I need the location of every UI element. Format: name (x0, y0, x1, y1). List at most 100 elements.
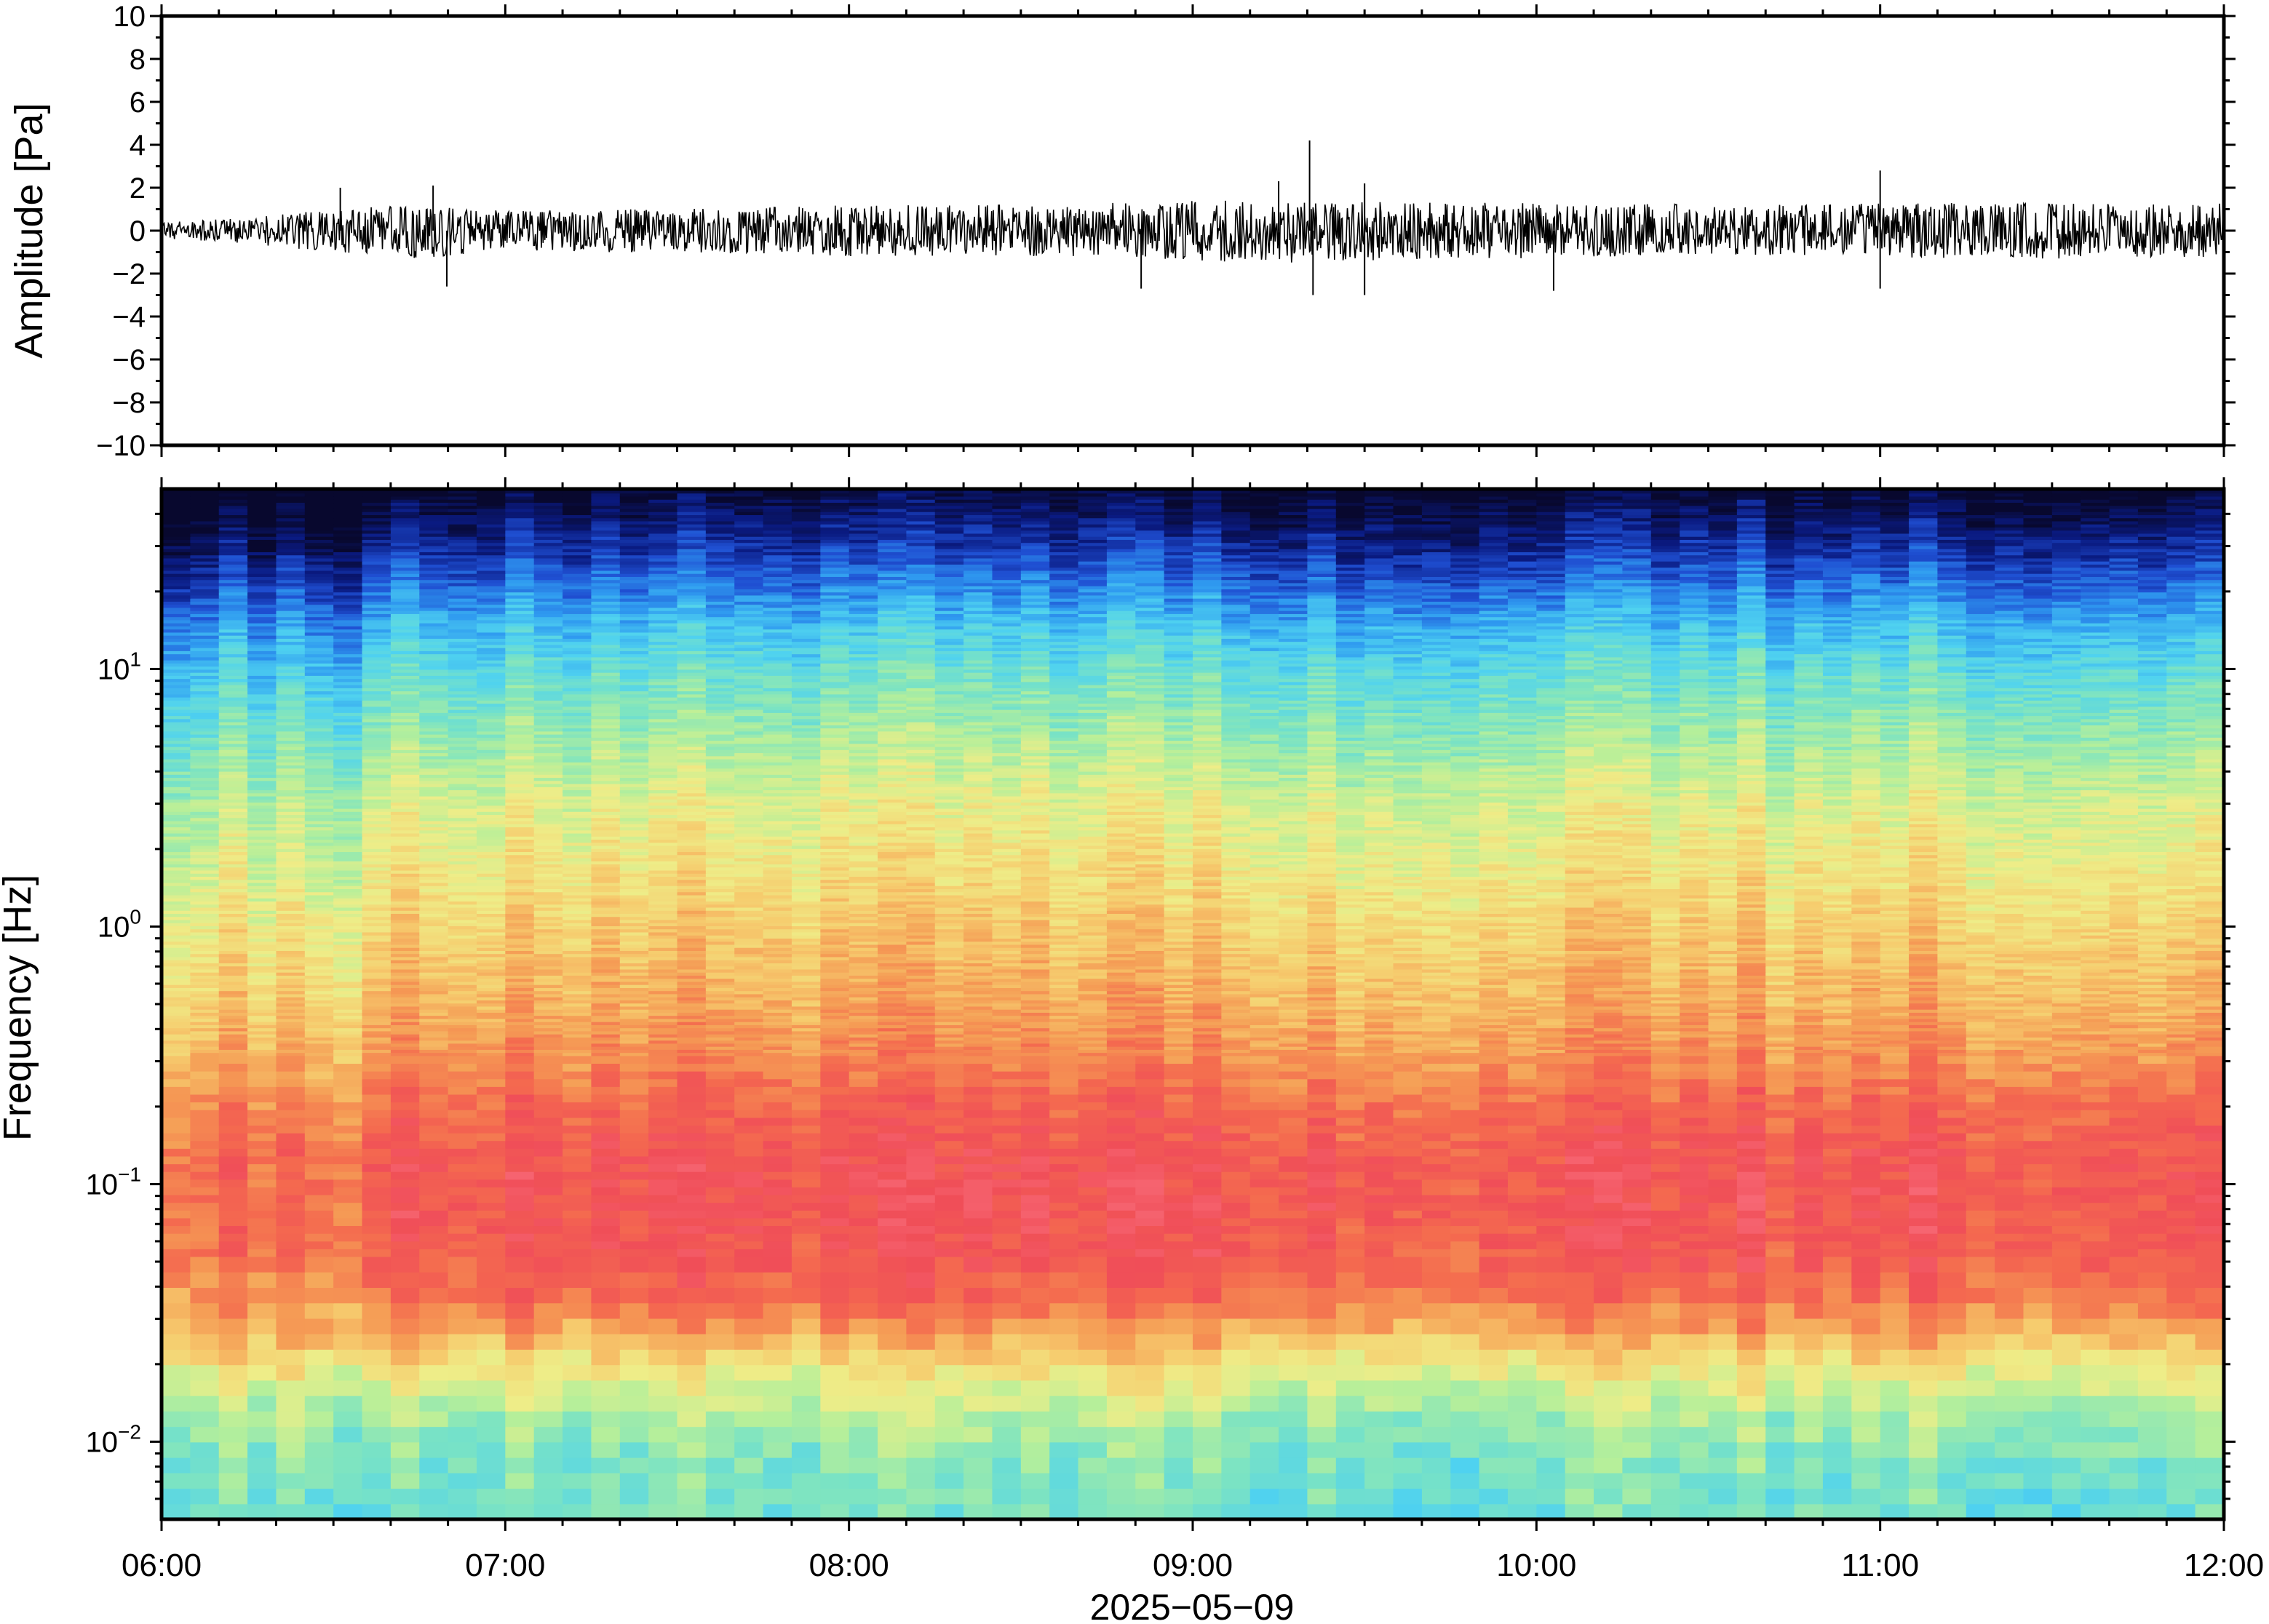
spectrogram-cell (247, 1125, 277, 1134)
spectrogram-cell (820, 1396, 850, 1412)
spectrogram-cell (362, 1140, 392, 1149)
spectrogram-cell (1164, 1000, 1193, 1004)
spectrogram-cell (1909, 1202, 1939, 1211)
spectrogram-cell (1279, 1163, 1308, 1172)
spectrogram-cell (419, 1334, 449, 1350)
spectrogram-cell (1622, 1049, 1652, 1054)
spectrogram-cell (2137, 1043, 2168, 1047)
spectrogram-cell (2195, 1179, 2225, 1187)
spectrogram-cell (1909, 1024, 1939, 1029)
spectrogram-cell (878, 1396, 907, 1412)
spectrogram-cell (1880, 1063, 1910, 1072)
spectrogram-cell (1680, 1018, 1709, 1022)
spectrogram-cell (1049, 1012, 1079, 1016)
spectrogram-cell (1249, 1055, 1279, 1064)
spectrogram-cell (190, 1233, 220, 1242)
spectrogram-cell (1794, 1040, 1824, 1044)
spectrogram-cell (1966, 1349, 1995, 1366)
spectrogram-cell (1794, 1202, 1824, 1211)
spectrogram-cell (677, 1194, 707, 1203)
spectrogram-cell (2195, 1003, 2225, 1007)
spectrogram-cell (1078, 1457, 1108, 1473)
spectrogram-cell (1594, 1194, 1624, 1203)
spectrogram-cell (362, 1006, 392, 1010)
spectrogram-cell (2081, 1364, 2110, 1381)
spectrogram-cell (218, 1225, 248, 1234)
spectrogram-cell (247, 1411, 277, 1428)
spectrogram-cell (1937, 1125, 1967, 1134)
spectrogram-cell (2137, 1249, 2168, 1257)
spectrogram-cell (2081, 990, 2110, 995)
spectrogram-cell (763, 1318, 792, 1334)
spectrogram-cell (1851, 1000, 1881, 1004)
spectrogram-cell (162, 1063, 191, 1072)
spectrogram-cell (1393, 1071, 1423, 1080)
spectrogram-cell (992, 1094, 1022, 1103)
spectrogram-cell (1135, 1225, 1165, 1234)
spectrogram-cell (1164, 1249, 1193, 1257)
spectrogram-cell (1049, 1015, 1079, 1019)
spectrogram-cell (218, 1052, 248, 1056)
spectrogram-cell (619, 1241, 649, 1249)
spectrogram-cell (1536, 1503, 1566, 1520)
spectrogram-cell (563, 1163, 592, 1172)
spectrogram-cell (1851, 1015, 1881, 1019)
spectrogram-cell (705, 1071, 736, 1080)
spectrogram-cell (705, 1027, 736, 1032)
spectrogram-cell (1565, 1006, 1594, 1010)
spectrogram-cell (304, 1009, 334, 1013)
spectrogram-cell (162, 987, 191, 992)
spectrogram-cell (1909, 1148, 1939, 1157)
spectrogram-cell (963, 1086, 993, 1095)
spectrogram-cell (619, 1488, 649, 1505)
spectrogram-cell (2081, 1272, 2110, 1288)
spectrogram-cell (1193, 1012, 1223, 1016)
spectrogram-cell (820, 1302, 850, 1319)
spectrogram-cell (1078, 1055, 1108, 1064)
spectrogram-cell (878, 1110, 907, 1118)
spectrogram-cell (992, 1396, 1022, 1412)
spectrogram-cell (591, 1043, 621, 1047)
spectrogram-cell (218, 1110, 248, 1118)
spectrogram-cell (677, 1473, 707, 1489)
spectrogram-cell (1594, 1133, 1624, 1142)
spectrogram-cell (1995, 1110, 2024, 1118)
spectrogram-cell (1966, 1037, 1995, 1041)
spectrogram-cell (1193, 1046, 1223, 1050)
spectrogram-cell (362, 1046, 392, 1050)
spectrogram-cell (1680, 1272, 1709, 1288)
spectrogram-cell (333, 1052, 363, 1056)
spectrogram-cell (1880, 1006, 1910, 1010)
spectrogram-cell (820, 1473, 850, 1489)
spectrogram-cell (333, 1117, 363, 1126)
spectrogram-cell (849, 1210, 878, 1219)
spectrogram-cell (1536, 1117, 1566, 1126)
spectrogram-cell (1565, 1210, 1594, 1219)
spectrogram-cell (1364, 1034, 1394, 1038)
spectrogram-cell (1909, 1503, 1939, 1520)
spectrogram-cell (190, 1457, 220, 1473)
spectrogram-cell (1393, 1349, 1423, 1366)
spectrogram-cell (1966, 1210, 1995, 1219)
spectrogram-cell (1078, 1043, 1108, 1047)
spectrogram-cell (190, 1034, 220, 1038)
spectrogram-cell (333, 1488, 363, 1505)
spectrogram-cell (763, 1256, 792, 1273)
spectrogram-cell (791, 987, 822, 992)
spectrogram-cell (1193, 1063, 1223, 1072)
spectrogram-cell (820, 1003, 850, 1007)
spectrogram-cell (1880, 1027, 1910, 1032)
spectrogram-cell (1736, 1426, 1767, 1443)
spectrogram-cell (1708, 1140, 1738, 1149)
spectrogram-cell (1507, 1302, 1538, 1319)
spectrogram-cell (2137, 1006, 2168, 1010)
spectrogram-cell (2081, 1140, 2110, 1149)
spectrogram-cell (1421, 1256, 1452, 1273)
spectrogram-cell (247, 997, 277, 1000)
spectrogram-cell (1135, 1055, 1165, 1064)
spectrogram-cell (1794, 1364, 1824, 1381)
spectrogram-cell (1106, 1171, 1137, 1180)
spectrogram-cell (333, 1202, 363, 1211)
spectrogram-cell (878, 1163, 907, 1172)
spectrogram-cell (505, 1030, 535, 1035)
